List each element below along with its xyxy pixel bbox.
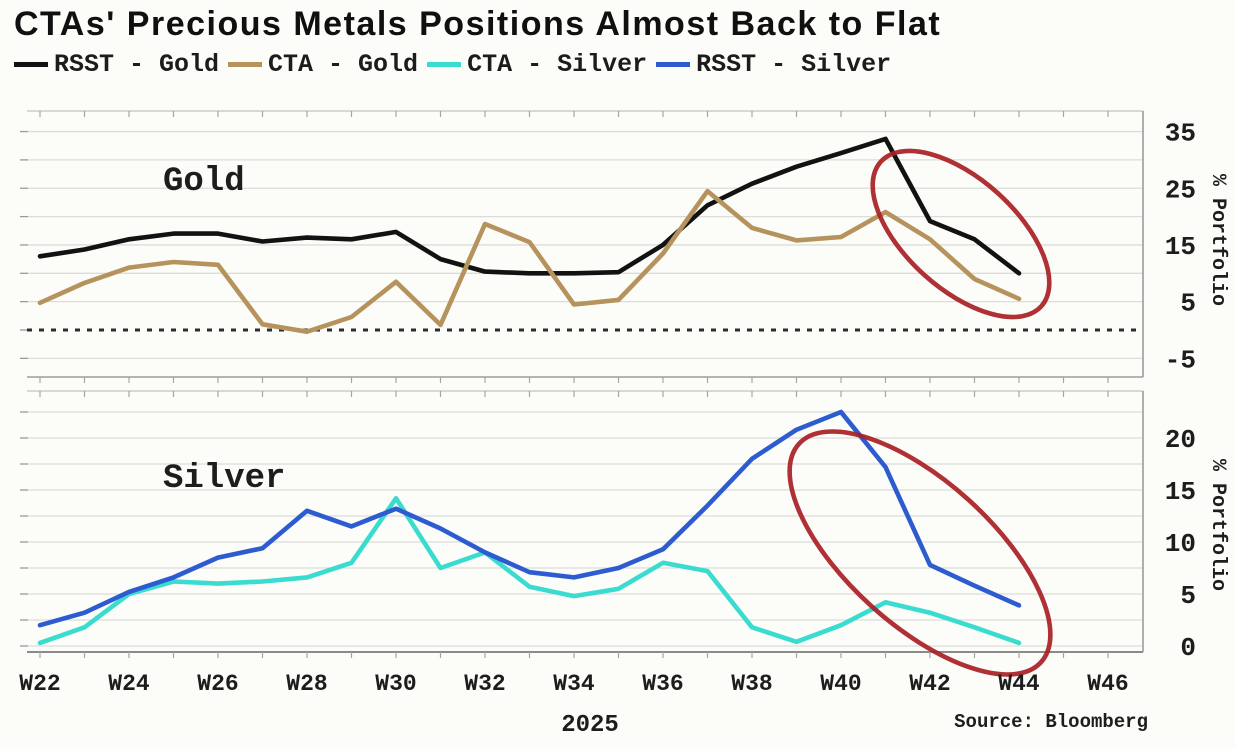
legend-item: RSST - Silver <box>656 50 891 79</box>
panel-label-silver: Silver <box>163 460 285 498</box>
x-tick-label: W38 <box>731 671 772 697</box>
x-tick-label: W40 <box>820 671 861 697</box>
y-tick-label: 15 <box>1165 477 1196 507</box>
x-tick-label: W42 <box>909 671 950 697</box>
x-tick-label: W22 <box>19 671 60 697</box>
x-tick-label: W44 <box>998 671 1040 697</box>
y-tick-label: 35 <box>1165 119 1196 149</box>
x-tick-label: W26 <box>197 671 238 697</box>
legend-swatch <box>656 62 691 67</box>
y-tick-label: 15 <box>1165 232 1196 262</box>
y-tick-label: 10 <box>1165 529 1196 559</box>
x-tick-label: W36 <box>642 671 683 697</box>
highlight-ellipse-gold <box>870 148 1052 320</box>
x-tick-label: W28 <box>286 671 327 697</box>
legend-label: CTA - Silver <box>467 50 648 79</box>
highlight-ellipse-silver <box>787 429 1053 677</box>
legend-label: RSST - Silver <box>696 50 892 79</box>
legend-item: RSST - Gold <box>14 50 219 79</box>
legend-label: RSST - Gold <box>54 50 220 79</box>
legend-swatch <box>228 62 263 67</box>
y-tick-label: 5 <box>1180 581 1196 611</box>
chart-title: CTAs' Precious Metals Positions Almost B… <box>14 5 942 43</box>
x-tick-label: W46 <box>1087 671 1128 697</box>
y-axis-title: % Portfolio <box>1206 459 1229 591</box>
x-tick-label: W24 <box>108 671 150 697</box>
x-tick-label: W34 <box>553 671 595 697</box>
x-tick-label: W30 <box>375 671 416 697</box>
y-tick-label: -5 <box>1165 345 1196 375</box>
legend-label: CTA - Gold <box>268 50 419 79</box>
panel-label-gold: Gold <box>163 163 245 201</box>
y-tick-label: 25 <box>1165 175 1196 205</box>
x-tick-label: W32 <box>464 671 505 697</box>
legend-item: CTA - Silver <box>427 50 647 79</box>
legend: RSST - Gold CTA - Gold CTA - Silver RSST - … <box>14 50 891 79</box>
y-tick-label: 20 <box>1165 425 1196 455</box>
y-tick-label: 0 <box>1180 633 1196 663</box>
line-cta-gold <box>37 188 1022 335</box>
year-label: 2025 <box>561 712 619 739</box>
line-cta-silver <box>37 495 1022 646</box>
legend-swatch <box>427 62 462 67</box>
legend-swatch <box>14 62 48 67</box>
y-tick-label: 5 <box>1180 289 1196 319</box>
legend-item: CTA - Gold <box>228 50 418 79</box>
source-label: Source: Bloomberg <box>954 711 1148 733</box>
y-axis-title: % Portfolio <box>1206 174 1229 306</box>
line-rsst-silver <box>37 409 1022 628</box>
line-rsst-gold <box>37 136 1022 276</box>
